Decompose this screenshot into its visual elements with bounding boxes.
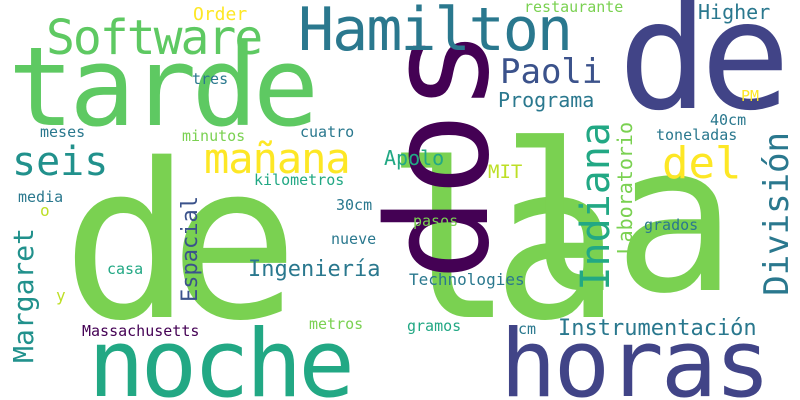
word-massachusetts: Massachusetts [82, 322, 200, 340]
word-paoli: Paoli [500, 52, 603, 92]
word-margaret: Margaret [7, 228, 40, 363]
word-laboratorio: Laboratorio [613, 122, 637, 255]
word-tarde: tarde [8, 23, 319, 151]
word-espacial: Espacial [178, 196, 203, 302]
word-seis: seis [12, 139, 109, 185]
word-y: y [56, 286, 66, 305]
word-de-la: de la [62, 117, 621, 368]
word-restaurante: restaurante [524, 0, 624, 16]
word-pasos: pasos [413, 212, 459, 230]
word-la: la [500, 101, 737, 339]
word-tres: tres [192, 70, 229, 88]
word-technologies: Technologies [409, 270, 525, 289]
word-programa: Programa [498, 88, 595, 112]
word-indiana: Indiana [573, 122, 619, 291]
word-nueve: nueve [331, 230, 377, 248]
word-media: media [18, 188, 64, 206]
word-grados: grados [644, 216, 699, 234]
word-ingenieria: Ingeniería [248, 257, 381, 282]
word-o: o [40, 201, 50, 220]
word-kilometros: kilometros [254, 171, 345, 189]
word-de: de [618, 0, 791, 144]
word-toneladas: toneladas [656, 126, 738, 144]
word-cuatro: cuatro [300, 123, 355, 141]
word-higher: Higher [698, 0, 771, 24]
word-pm: PM [741, 87, 760, 105]
word-del: del [662, 138, 742, 189]
word-apolo: Apolo [384, 146, 445, 170]
word-division: División [757, 132, 797, 296]
word-metros: metros [309, 315, 364, 333]
word-manana: mañana [204, 134, 351, 183]
word-noche: noche [88, 310, 355, 400]
word-mit: MIT [488, 161, 523, 183]
word-instrumentacion: Instrumentación [558, 316, 757, 341]
word-40cm: 40cm [710, 111, 747, 129]
word-hamilton: Hamilton [298, 0, 573, 65]
word-meses: meses [40, 123, 86, 141]
word-cm: cm [518, 320, 537, 338]
word-gramos: gramos [407, 317, 462, 335]
word-30cm: 30cm [336, 196, 373, 214]
word-casa: casa [107, 260, 144, 278]
word-order: Order [193, 4, 248, 25]
word-horas: horas [500, 310, 771, 400]
word-minutos: minutos [182, 127, 246, 145]
word-software: Software [46, 10, 263, 66]
